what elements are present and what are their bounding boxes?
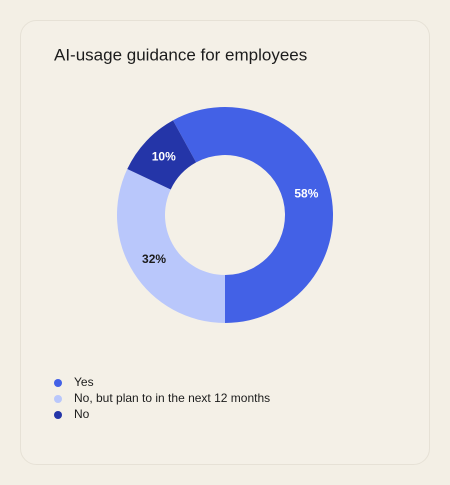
data-label: 58%: [294, 186, 318, 200]
legend-label: Yes: [74, 375, 94, 389]
donut-slice: [116, 169, 225, 323]
donut-slice: [172, 107, 334, 323]
data-label: 32%: [142, 252, 166, 266]
legend-label: No: [74, 407, 90, 421]
legend-marker: [54, 411, 62, 419]
data-label: 10%: [152, 150, 176, 164]
legend-marker: [54, 379, 62, 387]
card: [20, 20, 430, 465]
legend-marker: [54, 395, 62, 403]
donut-slice: [127, 120, 197, 190]
chart-title: AI-usage guidance for employees: [54, 45, 307, 64]
legend-label: No, but plan to in the next 12 months: [74, 391, 270, 405]
